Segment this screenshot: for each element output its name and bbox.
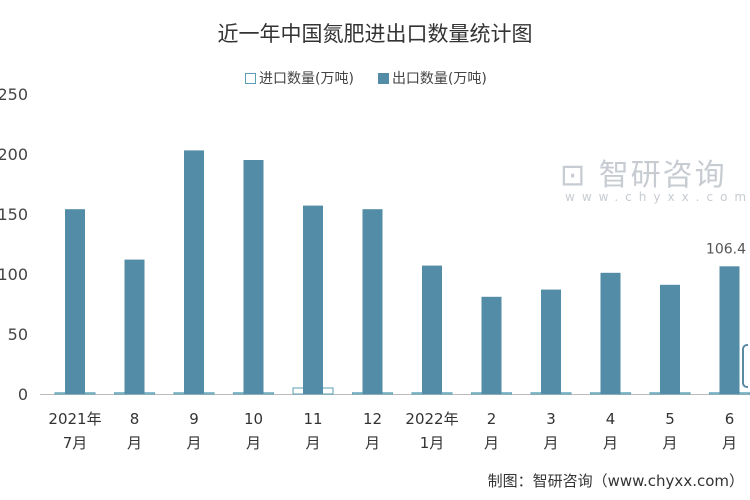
x-tick-label: 月 <box>305 434 320 452</box>
y-tick-label: 0 <box>18 385 28 404</box>
x-tick-label: 月 <box>543 434 558 452</box>
label-edge-marker <box>742 344 748 388</box>
export-bar <box>481 296 502 394</box>
export-bar <box>65 209 85 394</box>
x-tick-label: 1月 <box>420 434 445 452</box>
x-tick-label: 4 <box>606 410 616 428</box>
watermark-logo-icon: ⊡ <box>560 158 599 193</box>
export-bar <box>362 209 383 394</box>
legend-swatch-import <box>245 72 256 84</box>
x-tick-label: 2021年 <box>48 410 101 428</box>
x-tick-label: 5 <box>665 410 675 428</box>
export-bar <box>184 150 204 394</box>
x-tick-label: 月 <box>722 434 737 452</box>
x-tick-label: 10 <box>244 410 263 428</box>
watermark-text: 智研咨询 <box>598 158 727 193</box>
y-tick-label: 150 <box>0 205 28 224</box>
x-tick-label: 月 <box>365 434 380 452</box>
chart-title: 近一年中国氮肥进出口数量统计图 <box>217 22 533 46</box>
export-bar <box>600 272 621 394</box>
y-tick-label: 50 <box>8 325 28 344</box>
legend-label-import: 进口数量(万吨) <box>259 71 354 87</box>
export-bar <box>541 289 561 394</box>
legend-export: 出口数量(万吨) <box>377 68 487 88</box>
x-tick-label: 9 <box>189 410 199 428</box>
legend-swatch-export <box>377 72 389 84</box>
watermark-logo: ⊡ 智研咨询 <box>560 150 727 194</box>
x-tick-label: 月 <box>246 434 261 452</box>
x-tick-label: 2 <box>487 410 497 428</box>
x-tick-label: 12 <box>363 410 382 428</box>
legend-label-export: 出口数量(万吨) <box>391 71 487 87</box>
x-tick-label: 月 <box>186 434 201 452</box>
data-label: 106.4 <box>706 241 746 257</box>
y-tick-label: 100 <box>0 265 28 284</box>
x-tick-label: 月 <box>484 434 499 452</box>
x-tick-label: 3 <box>546 410 556 428</box>
x-tick-label: 11 <box>303 410 322 428</box>
export-bar <box>422 265 442 394</box>
export-bar <box>660 284 680 394</box>
legend: 进口数量(万吨) 出口数量(万吨) <box>245 68 487 88</box>
export-bar <box>124 259 145 394</box>
x-tick-label: 月 <box>127 434 142 452</box>
x-tick-label: 2022年 <box>405 410 458 428</box>
y-tick-label: 250 <box>0 85 28 104</box>
x-tick-label: 6 <box>725 410 735 428</box>
legend-import: 进口数量(万吨) <box>245 68 354 88</box>
source-note: 制图：智研咨询（www.chyxx.com） <box>487 472 744 490</box>
x-tick-label: 8 <box>130 410 140 428</box>
export-bar <box>243 160 264 394</box>
export-bar <box>719 266 740 394</box>
y-tick-label: 200 <box>0 145 28 164</box>
x-tick-label: 7月 <box>63 434 88 452</box>
watermark-url: www.chyxx.com <box>565 190 750 204</box>
x-tick-label: 月 <box>603 434 618 452</box>
export-bar <box>303 205 323 394</box>
x-tick-label: 月 <box>662 434 677 452</box>
